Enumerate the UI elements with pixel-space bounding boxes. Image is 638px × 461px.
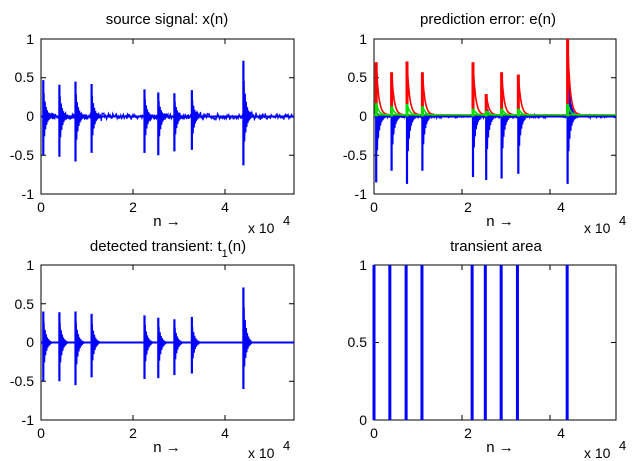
- y-tick-label: 0.5: [15, 69, 35, 85]
- transient-tail: [422, 113, 431, 145]
- plot-data: [40, 38, 294, 195]
- transient-tail: [174, 101, 183, 135]
- series-noise: [191, 109, 244, 122]
- transient-tail: [91, 95, 101, 136]
- x-tick-label: 4: [557, 425, 565, 441]
- plot-data: [40, 264, 294, 421]
- transient-tail: [158, 101, 167, 137]
- x-tick-label: 0: [37, 199, 45, 215]
- x-axis-label: n →: [153, 439, 181, 456]
- chart-title: transient area: [450, 238, 542, 255]
- transient-tail: [144, 99, 153, 136]
- transient-tail: [158, 326, 167, 361]
- transient-tail: [501, 113, 510, 149]
- transient-tail: [144, 325, 153, 362]
- x-tick-label: 0: [370, 425, 378, 441]
- subplot-source-signal: source signal: x(n) 1 0.5 0 -0.5 -1 0 2 …: [10, 11, 295, 236]
- y-tick-label: -1: [22, 186, 35, 202]
- plot-area: [373, 264, 617, 421]
- x-tick-labels: 0 2 4: [37, 425, 229, 441]
- x-axis-label: n →: [486, 213, 514, 230]
- transient-tail: [391, 112, 400, 145]
- y-tick-label: -0.5: [10, 147, 34, 163]
- y-tick-labels: 1 0.5 0: [348, 257, 368, 428]
- y-tick-label: -0.5: [10, 373, 34, 389]
- x-tick-label: 0: [37, 425, 45, 441]
- x-tick-label: 4: [221, 425, 229, 441]
- x-tick-label: 4: [221, 199, 229, 215]
- y-tick-labels: 1 0.5 0 -0.5 -1: [10, 257, 34, 428]
- transient-tail: [75, 94, 84, 140]
- x-axis-label: n →: [153, 213, 181, 230]
- transient-tail: [406, 112, 416, 152]
- x-tick-labels: 0 2 4: [370, 199, 565, 215]
- series-noise: [242, 109, 294, 122]
- y-tick-labels: 1 0.5 0 -0.5 -1: [10, 31, 34, 202]
- x-tick-label: 2: [464, 199, 472, 215]
- x-multiplier-exponent: 4: [619, 438, 626, 453]
- y-tick-label: 0: [26, 108, 34, 124]
- x-tick-labels: 0 2 4: [37, 199, 229, 215]
- series-group: [372, 265, 569, 420]
- transient-tail: [91, 324, 101, 361]
- transient-tail: [43, 93, 52, 137]
- chart-title: detected transient: t1(n): [90, 238, 246, 260]
- transient-tail: [75, 322, 84, 365]
- series-group: [41, 60, 294, 166]
- y-tick-labels: 1 0.5 0 -0.5 -1: [343, 31, 367, 202]
- chart-title: source signal: x(n): [106, 11, 229, 28]
- subplot-transient-area: transient area 1 0.5 0 0 2 4 n → x 10 4: [348, 238, 627, 461]
- y-tick-label: -1: [22, 412, 35, 428]
- transient-tail: [518, 113, 527, 146]
- y-tick-label: -1: [355, 186, 368, 202]
- transient-tail: [191, 326, 201, 359]
- x-tick-labels: 0 2 4: [370, 425, 565, 441]
- transient-tail: [59, 323, 68, 363]
- transient-tail: [472, 113, 482, 148]
- y-tick-label: 1: [359, 31, 367, 47]
- y-tick-label: 0.5: [15, 296, 35, 312]
- x-multiplier: x 10: [584, 220, 611, 236]
- x-tick-label: 0: [370, 199, 378, 215]
- series-noise: [91, 111, 145, 122]
- x-multiplier-exponent: 4: [619, 213, 626, 228]
- series-group: [374, 38, 616, 184]
- transient-tail: [243, 80, 252, 142]
- series-group: [41, 287, 294, 389]
- transient-tail: [43, 322, 52, 363]
- y-tick-label: 0: [359, 412, 367, 428]
- y-tick-label: 0: [359, 108, 367, 124]
- subplot-prediction-error: prediction error: e(n) 1 0.5 0 -0.5 -1 0…: [343, 11, 626, 236]
- transient-tail: [485, 105, 495, 150]
- series-noise: [422, 112, 473, 121]
- y-tick-label: 0.5: [348, 69, 368, 85]
- transient-tail: [59, 96, 68, 138]
- y-tick-label: 1: [359, 257, 367, 273]
- subplot-detected-transient: detected transient: t1(n) 1 0.5 0 -0.5 -…: [10, 238, 295, 461]
- chart-title: prediction error: e(n): [420, 11, 556, 28]
- transient-tail: [243, 307, 252, 367]
- x-tick-label: 2: [464, 425, 472, 441]
- plot-data: [372, 264, 616, 421]
- y-tick-label: 0.5: [348, 334, 368, 350]
- plot-data: [373, 38, 616, 195]
- x-multiplier: x 10: [584, 445, 611, 461]
- y-tick-label: 1: [26, 257, 34, 273]
- x-tick-label: 2: [129, 199, 137, 215]
- y-tick-label: 1: [26, 31, 34, 47]
- y-tick-label: 0: [26, 334, 34, 350]
- x-multiplier: x 10: [248, 445, 275, 461]
- x-tick-label: 4: [557, 199, 565, 215]
- y-tick-label: -0.5: [343, 147, 367, 163]
- title-subscript: 1: [222, 248, 228, 260]
- x-multiplier: x 10: [248, 220, 275, 236]
- x-tick-label: 2: [129, 425, 137, 441]
- x-axis-label: n →: [486, 439, 514, 456]
- transient-tail: [191, 99, 201, 134]
- x-multiplier-exponent: 4: [283, 438, 290, 453]
- transient-tail: [375, 111, 385, 151]
- transient-tail: [174, 327, 183, 360]
- x-multiplier-exponent: 4: [283, 213, 290, 228]
